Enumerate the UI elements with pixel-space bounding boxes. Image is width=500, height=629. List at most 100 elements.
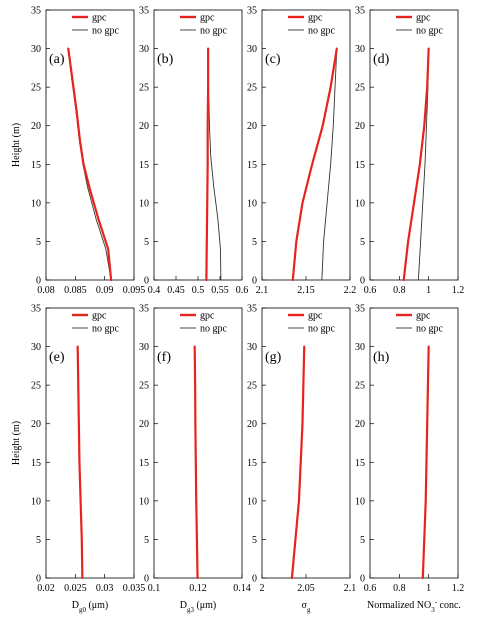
y-tick-label: 20 xyxy=(31,419,41,430)
y-tick-label: 25 xyxy=(247,381,257,392)
y-tick-label: 25 xyxy=(31,83,41,94)
y-tick-label: 30 xyxy=(31,44,41,55)
y-tick-label: 20 xyxy=(355,121,365,132)
x-tick-label: 0.8 xyxy=(393,583,406,594)
x-tick-label: 0.12 xyxy=(189,583,207,594)
y-tick-label: 25 xyxy=(247,83,257,94)
y-tick-label: 30 xyxy=(139,44,149,55)
y-tick-label: 35 xyxy=(355,6,365,17)
y-tick-label: 5 xyxy=(144,237,149,248)
legend-label-gpc: gpc xyxy=(200,311,215,322)
y-tick-label: 10 xyxy=(31,496,41,507)
legend-label-no-gpc: no gpc xyxy=(200,324,228,335)
y-tick-label: 35 xyxy=(31,6,41,17)
x-tick-label: 2.2 xyxy=(344,285,357,296)
y-tick-label: 10 xyxy=(247,198,257,209)
x-tick-label: 0.6 xyxy=(364,285,377,296)
y-tick-label: 0 xyxy=(144,574,149,585)
y-tick-label: 0 xyxy=(144,276,149,287)
x-tick-label: 0.025 xyxy=(64,583,87,594)
series-line-gpc xyxy=(290,345,306,580)
y-tick-label: 20 xyxy=(247,121,257,132)
panel-h: 0.6 0.8 1 1.2 0 5 10 15 20 25 30 35 Normalized NO3- … xyxy=(355,304,464,615)
series-line-gpc xyxy=(402,47,430,282)
y-tick-label: 0 xyxy=(360,574,365,585)
y-tick-label: 30 xyxy=(355,44,365,55)
x-tick-label: 1.2 xyxy=(452,583,465,594)
legend-label-gpc: gpc xyxy=(92,13,107,24)
series-line-no-gpc xyxy=(207,48,222,281)
y-tick-label: 10 xyxy=(355,496,365,507)
panel-label: (e) xyxy=(49,350,65,365)
x-axis-title: σg xyxy=(302,600,311,614)
y-tick-label: 30 xyxy=(139,342,149,353)
x-tick-label: 0.4 xyxy=(148,285,161,296)
panel-d: 0.6 0.8 1 1.2 0 5 10 15 20 25 30 35 (d) gpc no gpc xyxy=(355,6,464,297)
y-tick-label: 30 xyxy=(31,342,41,353)
y-tick-label: 10 xyxy=(355,198,365,209)
y-tick-label: 10 xyxy=(139,198,149,209)
x-tick-label: 0.8 xyxy=(393,285,406,296)
y-tick-label: 20 xyxy=(247,419,257,430)
y-tick-label: 35 xyxy=(355,304,365,315)
plot-frame xyxy=(261,307,351,579)
legend-label-no-gpc: no gpc xyxy=(92,26,120,37)
x-tick-label: 0.03 xyxy=(96,583,114,594)
series-line-no-gpc xyxy=(67,48,112,281)
series-line-gpc xyxy=(193,345,199,580)
x-axis-title: Dg0 (μm) xyxy=(72,600,109,614)
y-tick-label: 15 xyxy=(139,458,149,469)
series-line-gpc xyxy=(67,47,113,282)
y-tick-label: 35 xyxy=(247,6,257,17)
x-axis-title: Normalized NO3- conc. xyxy=(367,598,461,614)
y-tick-label: 15 xyxy=(139,160,149,171)
x-tick-label: 2.1 xyxy=(344,583,357,594)
x-tick-label: 0.085 xyxy=(64,285,87,296)
x-tick-label: 0.6 xyxy=(364,583,377,594)
y-tick-label: 5 xyxy=(360,237,365,248)
legend-label-no-gpc: no gpc xyxy=(308,324,336,335)
y-tick-label: 15 xyxy=(355,458,365,469)
x-tick-label: 2 xyxy=(260,583,265,594)
y-tick-label: 0 xyxy=(36,276,41,287)
y-tick-label: 30 xyxy=(247,44,257,55)
y-tick-label: 0 xyxy=(360,276,365,287)
panel-label: (b) xyxy=(157,52,174,67)
panel-label: (d) xyxy=(373,52,390,67)
x-tick-label: 0.035 xyxy=(123,583,146,594)
plot-frame xyxy=(153,9,243,281)
panel-e: 0.02 0.025 0.03 0.035 0 5 10 15 20 25 30 35 Height (… xyxy=(11,304,145,615)
x-tick-label: 1 xyxy=(426,285,431,296)
panel-f: 0.1 0.12 0.14 0 5 10 15 20 25 30 35 Dg3 (μm) (f) gpc n… xyxy=(139,304,251,615)
y-tick-label: 25 xyxy=(139,83,149,94)
y-tick-label: 5 xyxy=(252,535,257,546)
legend-label-no-gpc: no gpc xyxy=(92,324,120,335)
y-tick-label: 0 xyxy=(252,574,257,585)
y-tick-label: 35 xyxy=(31,304,41,315)
legend-label-no-gpc: no gpc xyxy=(416,324,444,335)
panel-label: (a) xyxy=(49,52,65,67)
y-tick-label: 15 xyxy=(31,160,41,171)
x-tick-label: 0.5 xyxy=(192,285,205,296)
panel-label: (g) xyxy=(265,350,282,365)
y-tick-label: 10 xyxy=(31,198,41,209)
x-tick-label: 0.55 xyxy=(211,285,229,296)
x-tick-label: 0.1 xyxy=(148,583,161,594)
series-line-gpc xyxy=(205,47,210,282)
legend-label-gpc: gpc xyxy=(308,311,323,322)
y-axis-title: Height (m) xyxy=(11,421,22,465)
x-tick-label: 0.02 xyxy=(37,583,55,594)
y-tick-label: 10 xyxy=(139,496,149,507)
y-tick-label: 0 xyxy=(252,276,257,287)
plot-frame xyxy=(369,9,459,281)
y-tick-label: 25 xyxy=(355,83,365,94)
y-tick-label: 30 xyxy=(355,342,365,353)
series-line-no-gpc xyxy=(321,48,338,281)
x-tick-label: 0.45 xyxy=(167,285,185,296)
legend-label-gpc: gpc xyxy=(416,13,431,24)
y-tick-label: 25 xyxy=(355,381,365,392)
x-tick-label: 1.2 xyxy=(452,285,465,296)
y-tick-label: 20 xyxy=(139,121,149,132)
y-tick-label: 5 xyxy=(144,535,149,546)
